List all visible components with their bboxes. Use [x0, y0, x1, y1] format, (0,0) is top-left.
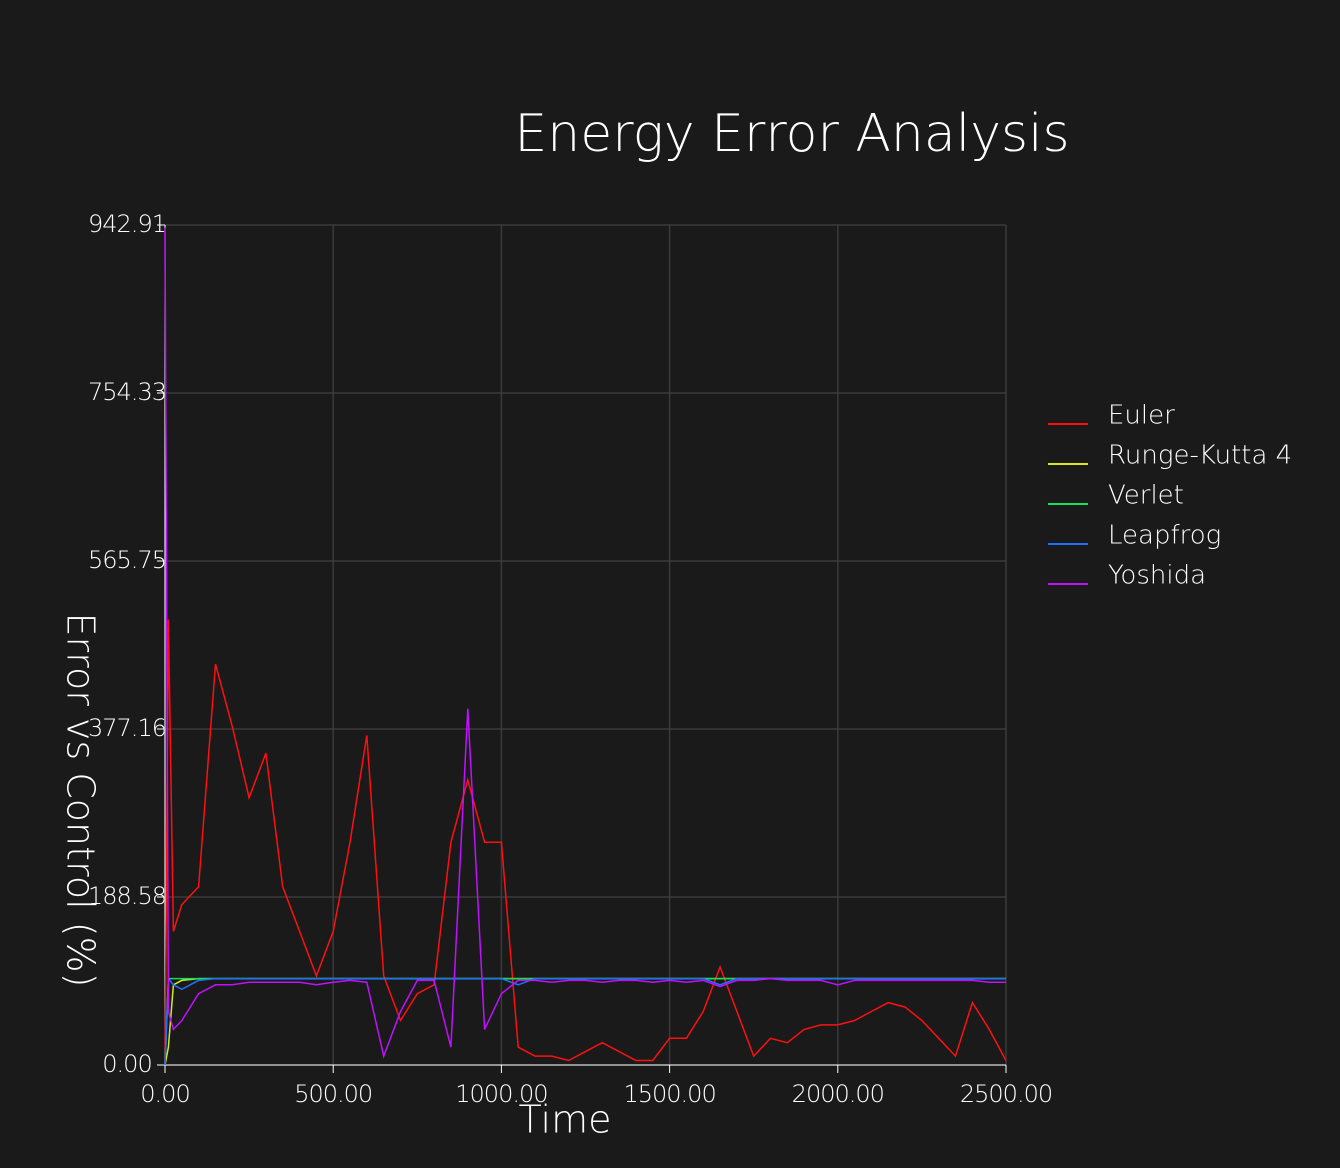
- x-tick-label: 2000.00: [792, 1080, 884, 1108]
- series-line: [164, 619, 1007, 1066]
- y-axis-label: Error vs Control (%): [59, 613, 103, 988]
- y-tick-label: 942.91: [88, 210, 166, 238]
- x-tick-label: 500.00: [294, 1080, 372, 1108]
- legend-label: Euler: [1108, 401, 1175, 431]
- y-tick-label: 0.00: [102, 1050, 151, 1078]
- legend-label: Yoshida: [1108, 561, 1206, 591]
- x-tick-label: 2500.00: [960, 1080, 1052, 1108]
- x-tick-label: 1500.00: [623, 1080, 715, 1108]
- y-tick-label: 188.58: [88, 882, 166, 910]
- chart-title: Energy Error Analysis: [514, 104, 1069, 164]
- x-axis-label: Time: [519, 1098, 612, 1142]
- x-tick-label: 1000.00: [455, 1080, 547, 1108]
- series-line: [164, 227, 1006, 1059]
- y-tick-label: 565.75: [88, 546, 166, 574]
- legend-label: Runge-Kutta 4: [1108, 441, 1292, 471]
- x-tick-label: 0.00: [140, 1080, 189, 1108]
- series-line: [164, 976, 1006, 1066]
- y-tick-label: 377.16: [88, 714, 166, 742]
- legend-label: Verlet: [1108, 481, 1184, 511]
- y-tick-label: 754.33: [88, 378, 166, 406]
- legend-label: Leapfrog: [1108, 521, 1221, 551]
